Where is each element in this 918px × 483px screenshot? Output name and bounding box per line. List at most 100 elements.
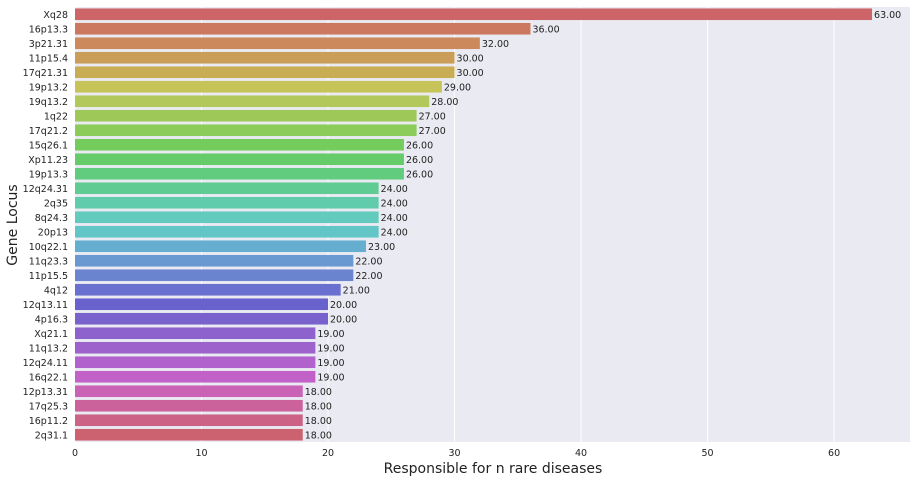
bar [75, 327, 316, 340]
bar [75, 124, 417, 137]
bar [75, 385, 303, 398]
y-tick-label: 15q26.1 [29, 140, 68, 151]
plot-area [75, 7, 910, 442]
bar [75, 95, 430, 108]
y-tick-label: 4q12 [44, 285, 68, 296]
bar [75, 8, 873, 21]
bar [75, 341, 316, 354]
y-tick-label: 12q13.11 [23, 300, 68, 311]
value-label: 23.00 [368, 242, 395, 253]
x-tick-label: 20 [322, 448, 334, 459]
y-tick-label: 8q24.3 [35, 213, 68, 224]
value-label: 24.00 [381, 198, 408, 209]
y-tick-label: 2q35 [44, 198, 68, 209]
value-label: 18.00 [305, 401, 332, 412]
bar [75, 298, 329, 311]
value-label: 24.00 [381, 213, 408, 224]
y-tick-label: 20p13 [38, 227, 68, 238]
bar [75, 312, 329, 325]
x-axis-title: Responsible for n rare diseases [384, 461, 603, 477]
y-tick-label: 16p11.2 [29, 416, 68, 427]
x-tick-label: 0 [72, 448, 78, 459]
y-tick-label: 3p21.31 [29, 39, 68, 50]
x-tick-label: 10 [195, 448, 207, 459]
y-tick-label: 17q25.3 [29, 401, 68, 412]
y-tick-label: 12q24.11 [23, 358, 68, 369]
y-tick-label: 19p13.2 [29, 82, 68, 93]
value-label: 27.00 [419, 111, 446, 122]
y-tick-label: Xq21.1 [34, 329, 68, 340]
bar [75, 138, 404, 151]
bar [75, 283, 341, 296]
y-tick-label: 19q13.2 [29, 97, 68, 108]
bar [75, 37, 480, 50]
value-label: 20.00 [330, 300, 357, 311]
y-tick-label: 10q22.1 [29, 242, 68, 253]
x-tick-label: 50 [702, 448, 714, 459]
bar [75, 356, 316, 369]
y-tick-label: 11p15.4 [29, 53, 68, 64]
y-tick-label: 11q23.3 [29, 256, 68, 267]
y-tick-label: 19p13.3 [29, 169, 68, 180]
value-label: 26.00 [406, 155, 433, 166]
value-label: 24.00 [381, 184, 408, 195]
bar [75, 51, 455, 64]
bar [75, 414, 303, 427]
y-tick-label: Xp11.23 [28, 155, 68, 166]
bar [75, 196, 379, 209]
value-label: 36.00 [532, 24, 559, 35]
value-labels: 63.00 36.00 32.00 30.00 30.00 29.00 28.00 27.00… [305, 10, 902, 442]
value-label: 28.00 [431, 97, 458, 108]
x-tick-label: 30 [448, 448, 460, 459]
value-label: 29.00 [444, 82, 471, 93]
value-label: 18.00 [305, 387, 332, 398]
value-label: 26.00 [406, 169, 433, 180]
bar [75, 370, 316, 383]
bar [75, 167, 404, 180]
value-label: 18.00 [305, 416, 332, 427]
x-tick-label: 40 [575, 448, 587, 459]
value-label: 22.00 [355, 256, 382, 267]
y-tick-label: 16q22.1 [29, 372, 68, 383]
value-label: 21.00 [343, 285, 370, 296]
value-label: 18.00 [305, 430, 332, 441]
bar [75, 66, 455, 79]
bar [75, 22, 531, 35]
y-tick-label: 1q22 [44, 111, 68, 122]
bar [75, 428, 303, 441]
bars [75, 8, 873, 441]
bar [75, 109, 417, 122]
y-tick-label: 17q21.31 [23, 68, 68, 79]
y-tick-label: 12q24.31 [23, 184, 68, 195]
y-tick-label: 11p15.5 [29, 271, 68, 282]
value-label: 19.00 [317, 329, 344, 340]
bar [75, 182, 379, 195]
value-label: 30.00 [457, 53, 484, 64]
y-tick-labels: Xq28 16p13.3 3p21.31 11p15.4 17q21.31 19p13.2… [23, 10, 68, 442]
gridlines [74, 7, 835, 442]
value-label: 19.00 [317, 358, 344, 369]
value-label: 20.00 [330, 314, 357, 325]
y-tick-label: 11q13.2 [29, 343, 68, 354]
y-tick-label: 12p13.31 [23, 387, 68, 398]
value-label: 22.00 [355, 271, 382, 282]
y-tick-label: 17q21.2 [29, 126, 68, 137]
bar [75, 254, 354, 267]
value-label: 26.00 [406, 140, 433, 151]
y-tick-label: 2q31.1 [35, 430, 68, 441]
y-tick-label: 4p16.3 [35, 314, 68, 325]
value-label: 19.00 [317, 372, 344, 383]
bar [75, 240, 366, 253]
bar [75, 269, 354, 282]
y-axis-title: Gene Locus [5, 184, 21, 265]
bar [75, 225, 379, 238]
y-tick-label: 16p13.3 [29, 24, 68, 35]
value-label: 30.00 [457, 68, 484, 79]
value-label: 24.00 [381, 227, 408, 238]
value-label: 63.00 [874, 10, 901, 21]
y-tick-label: Xq28 [43, 10, 68, 21]
bar [75, 80, 442, 93]
value-label: 19.00 [317, 343, 344, 354]
bar [75, 211, 379, 224]
